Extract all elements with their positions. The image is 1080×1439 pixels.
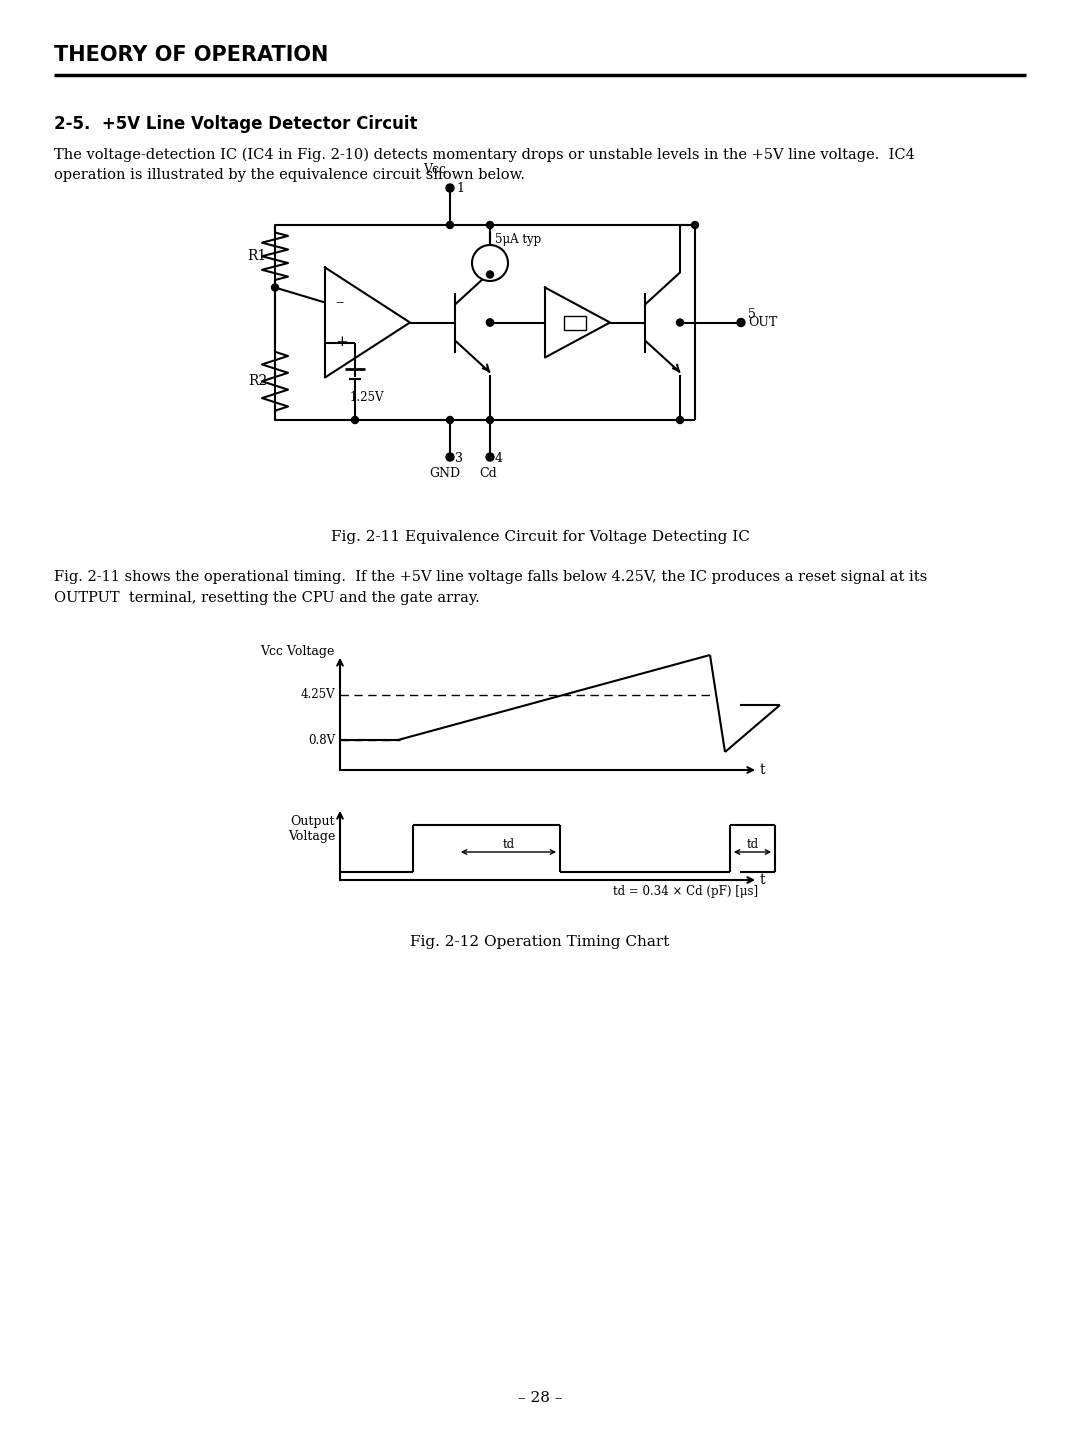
Text: 4: 4 (495, 452, 503, 465)
Bar (564, 315, 585, 330)
Text: td: td (503, 837, 515, 850)
Text: +: + (335, 335, 348, 350)
Circle shape (486, 319, 494, 327)
Circle shape (737, 318, 745, 327)
Text: The voltage-detection IC (IC4 in Fig. 2-10) detects momentary drops or unstable : The voltage-detection IC (IC4 in Fig. 2-… (54, 148, 915, 163)
Circle shape (486, 319, 494, 327)
Circle shape (446, 416, 454, 423)
Circle shape (446, 184, 454, 191)
Circle shape (446, 222, 454, 229)
Text: t: t (760, 873, 766, 886)
Text: – 28 –: – 28 – (517, 1392, 563, 1404)
Circle shape (676, 416, 684, 423)
Circle shape (676, 319, 684, 327)
Circle shape (271, 283, 279, 291)
Text: Vcc Voltage: Vcc Voltage (260, 645, 335, 658)
Text: Fig. 2-11 shows the operational timing.  If the +5V line voltage falls below 4.2: Fig. 2-11 shows the operational timing. … (54, 570, 928, 584)
Text: 3: 3 (455, 452, 463, 465)
Circle shape (691, 222, 699, 229)
Text: OUT: OUT (748, 317, 778, 330)
Text: Vcc: Vcc (423, 163, 446, 176)
Text: t: t (760, 763, 766, 777)
Circle shape (446, 453, 454, 460)
Text: 5μA typ: 5μA typ (495, 233, 541, 246)
Text: Cd: Cd (480, 468, 497, 481)
Circle shape (486, 271, 494, 278)
Text: Fig. 2-12 Operation Timing Chart: Fig. 2-12 Operation Timing Chart (410, 935, 670, 948)
Text: 0.8V: 0.8V (308, 734, 335, 747)
Text: R1: R1 (247, 249, 267, 263)
Text: GND: GND (430, 468, 460, 481)
Text: Fig. 2-11 Equivalence Circuit for Voltage Detecting IC: Fig. 2-11 Equivalence Circuit for Voltag… (330, 530, 750, 544)
Text: OUTPUT  terminal, resetting the CPU and the gate array.: OUTPUT terminal, resetting the CPU and t… (54, 591, 480, 604)
Text: td: td (746, 837, 758, 850)
Text: 1: 1 (456, 181, 464, 194)
Text: operation is illustrated by the equivalence circuit shown below.: operation is illustrated by the equivale… (54, 168, 525, 181)
Text: 2-5.  +5V Line Voltage Detector Circuit: 2-5. +5V Line Voltage Detector Circuit (54, 115, 418, 132)
Text: td = 0.34 × Cd (pF) [μs]: td = 0.34 × Cd (pF) [μs] (612, 885, 758, 898)
Text: Voltage: Voltage (287, 830, 335, 843)
Circle shape (472, 245, 508, 281)
Text: –: – (335, 294, 343, 311)
Circle shape (351, 416, 359, 423)
Text: R2: R2 (248, 374, 267, 389)
Text: THEORY OF OPERATION: THEORY OF OPERATION (54, 45, 328, 65)
Text: 1.25V: 1.25V (350, 391, 384, 404)
Circle shape (486, 453, 494, 460)
Circle shape (486, 416, 494, 423)
Text: 4.25V: 4.25V (300, 688, 335, 701)
Circle shape (486, 222, 494, 229)
Text: Output: Output (291, 814, 335, 827)
Text: 5: 5 (748, 308, 756, 321)
